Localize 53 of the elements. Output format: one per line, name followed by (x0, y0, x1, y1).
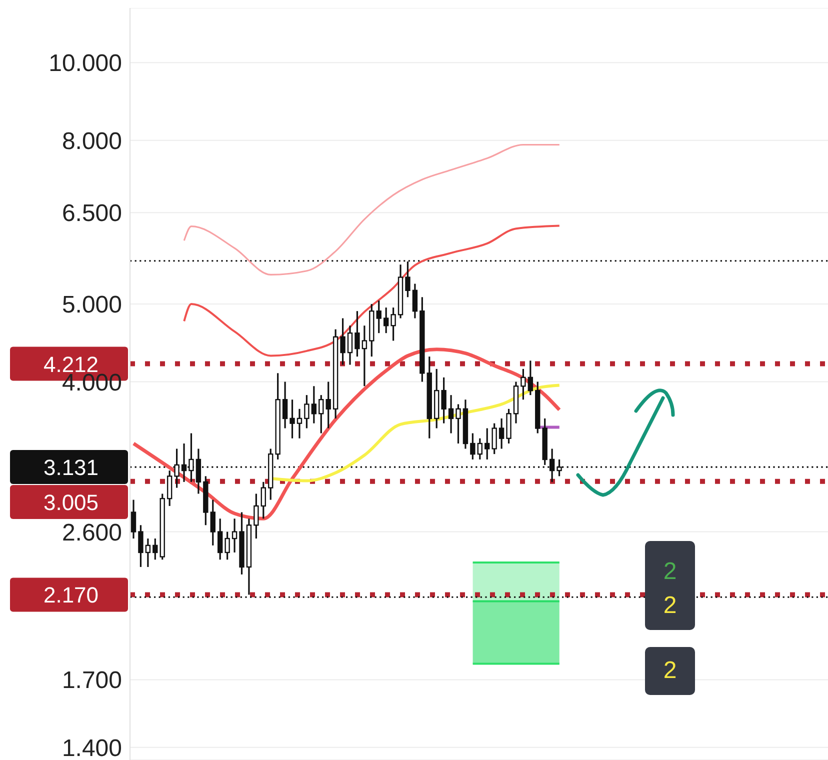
ref-line-label: 2.170 (43, 582, 99, 608)
candlestick (210, 498, 216, 546)
line-series (132, 348, 562, 520)
candlestick (492, 422, 497, 455)
y-tick-label: 10.000 (48, 50, 122, 78)
y-tick-label: 1.400 (62, 734, 122, 760)
candlestick (383, 306, 389, 334)
text: 2 (663, 558, 677, 586)
candlestick (354, 310, 360, 358)
candlestick (528, 360, 534, 396)
candlestick (296, 408, 302, 440)
candlestick (390, 306, 396, 342)
y-tick-label: 6.500 (62, 200, 122, 228)
candlestick (470, 432, 476, 460)
candlestick (412, 282, 418, 320)
text: 2 (663, 657, 677, 685)
candlestick (232, 518, 238, 554)
candlestick (218, 518, 223, 560)
y-tick-label: 8.000 (62, 128, 122, 155)
y-tick-label: 1.700 (62, 667, 122, 694)
candlestick (376, 300, 382, 334)
candlestick (362, 324, 368, 387)
candlestick (326, 380, 331, 430)
candlestick (145, 538, 151, 568)
candlestick (130, 498, 136, 540)
candlestick (448, 394, 454, 434)
candlestick (260, 481, 266, 520)
candlestick (347, 324, 353, 366)
candlestick (441, 376, 446, 424)
candlestick (224, 530, 230, 560)
candlestick (456, 403, 461, 444)
candlestick (138, 524, 144, 568)
line-series (183, 224, 560, 357)
candlestick (520, 368, 526, 400)
candlestick (254, 492, 259, 540)
text: 2 (663, 592, 677, 620)
candlestick (282, 380, 288, 430)
candlestick (152, 538, 158, 560)
candlestick (498, 418, 504, 450)
candlestick (340, 317, 346, 366)
candlestick (290, 398, 295, 440)
candlestick (484, 427, 490, 460)
candlestick (318, 394, 324, 434)
candlestick (304, 394, 310, 430)
candlestick (166, 470, 172, 507)
candlestick (477, 438, 482, 460)
ref-line-label: 3.131 (43, 455, 99, 480)
candlestick (311, 385, 317, 424)
ref-line-label: 3.005 (43, 490, 99, 516)
line-series (183, 144, 560, 276)
candlestick (405, 260, 410, 298)
y-tick-label: 5.000 (62, 292, 122, 319)
y-tick-label: 2.600 (62, 519, 122, 546)
